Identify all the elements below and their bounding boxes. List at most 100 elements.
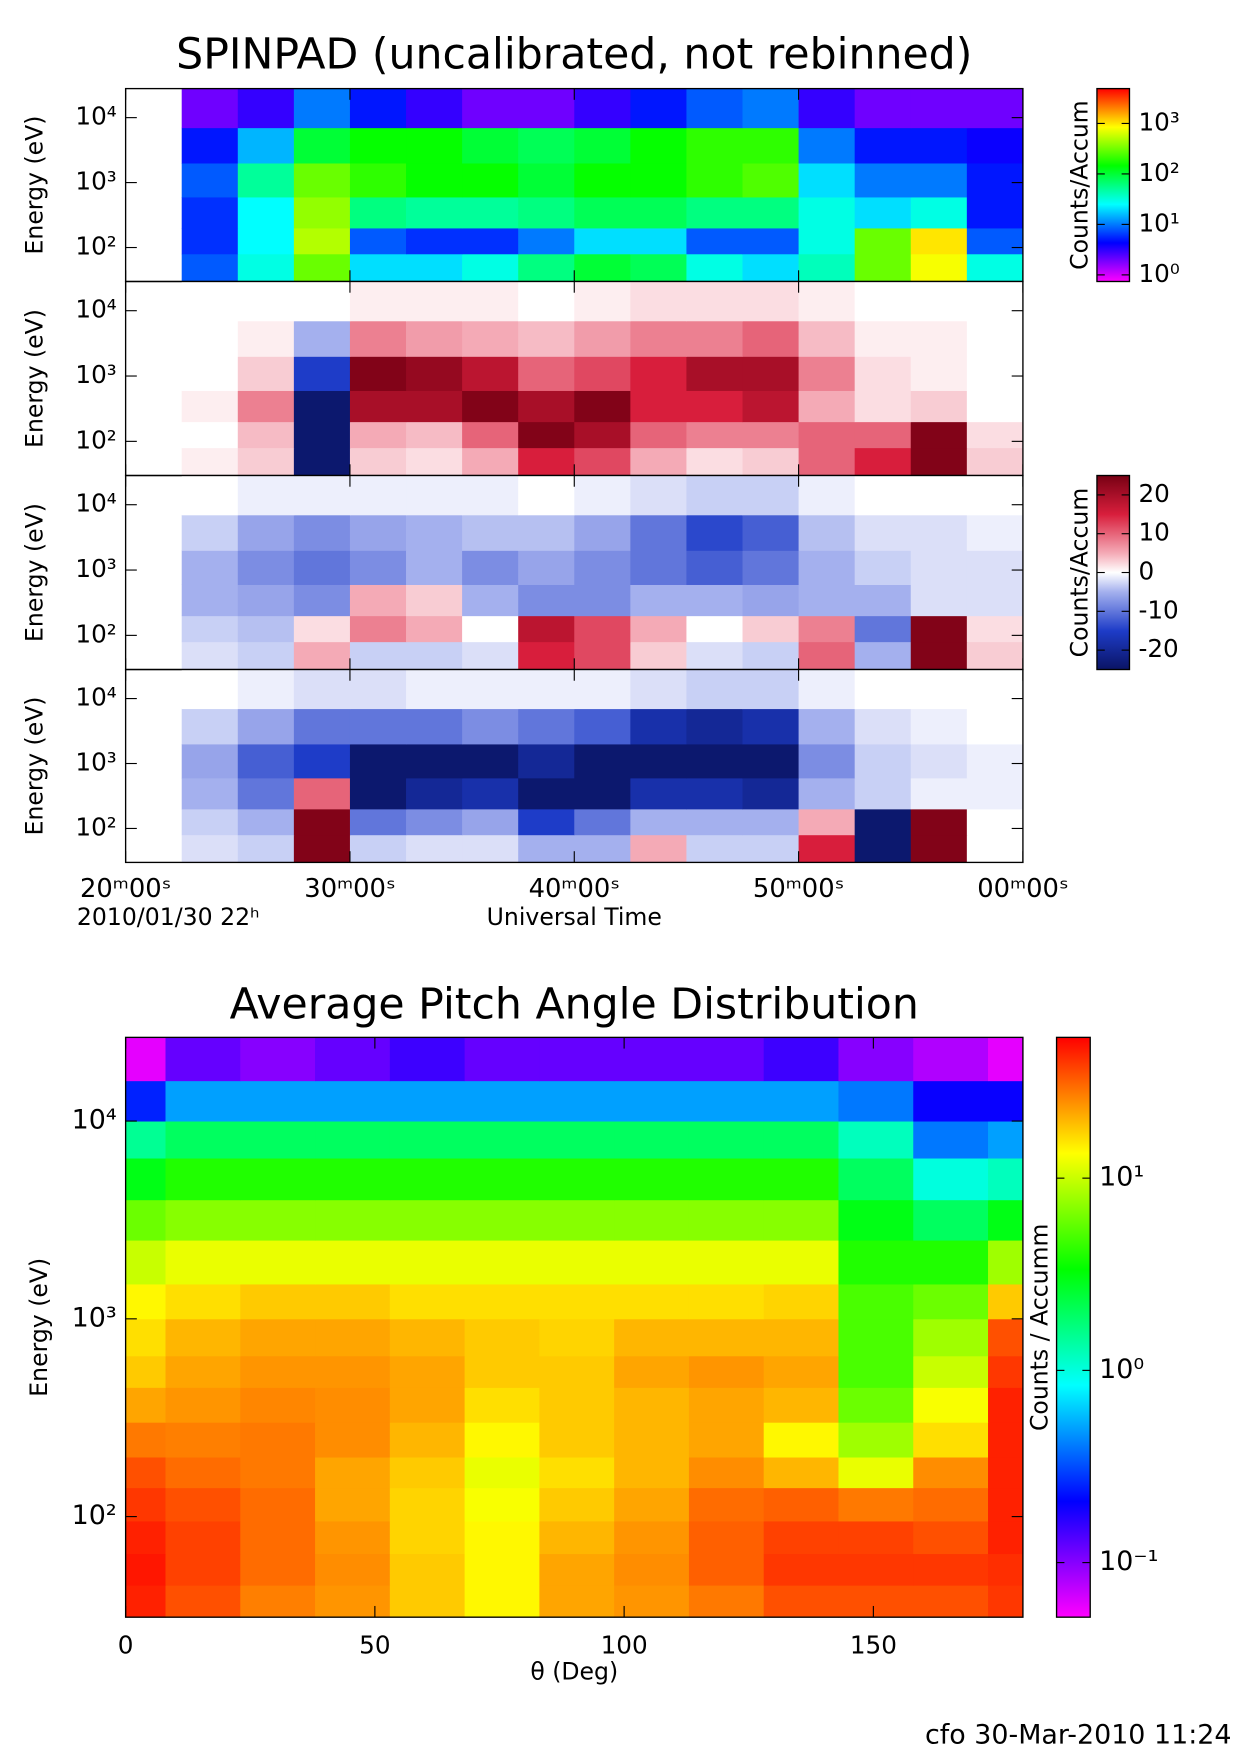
heatmap-cell	[240, 1422, 316, 1458]
heatmap-cell	[462, 514, 519, 551]
colorbar-tick-label: 10³	[1138, 107, 1179, 136]
heatmap-cell	[574, 615, 631, 643]
heatmap-cell	[574, 227, 631, 255]
heatmap-cell	[913, 1240, 989, 1285]
heatmap-cell	[389, 1553, 466, 1586]
heatmap-cell	[630, 708, 687, 745]
heatmap-cell	[742, 163, 800, 198]
heatmap-cell	[462, 641, 519, 670]
heatmap-cell	[349, 253, 407, 282]
heatmap-cell	[742, 196, 800, 229]
heatmap-cell	[574, 669, 631, 710]
heatmap-cell	[854, 669, 912, 710]
heatmap-cell	[742, 253, 800, 282]
heatmap-cell	[688, 1487, 765, 1522]
heatmap-cell	[406, 320, 463, 357]
heatmap-cell	[686, 320, 743, 357]
heatmap-cell	[686, 281, 743, 322]
heatmap-cell	[125, 1553, 166, 1586]
heatmap-cell	[181, 196, 239, 229]
heatmap-cell	[293, 447, 351, 476]
heatmap-cell	[763, 1487, 839, 1522]
heatmap-cell	[464, 1553, 540, 1586]
heatmap-cell	[293, 475, 351, 516]
heatmap-cell	[181, 390, 239, 423]
heatmap-cell	[763, 1199, 839, 1241]
heatmap-cell	[293, 320, 351, 357]
heatmap-cell	[518, 196, 575, 229]
heatmap-cell	[763, 1422, 839, 1458]
heatmap-cell	[686, 834, 743, 863]
x-tick-label: 30ᵐ00ˢ	[304, 874, 395, 904]
heatmap-cell	[165, 1520, 241, 1555]
heatmap-cell	[910, 281, 968, 322]
heatmap-cell	[763, 1158, 839, 1201]
heatmap-cell	[742, 584, 800, 617]
heatmap-cell	[688, 1037, 765, 1082]
heatmap-cell	[518, 514, 575, 551]
heatmap-cell	[406, 253, 463, 282]
heatmap-cell	[742, 127, 800, 164]
x-tick-label: 50ᵐ00ˢ	[753, 874, 844, 904]
heatmap-cell	[854, 584, 912, 617]
heatmap-cell	[181, 281, 239, 322]
heatmap-cell	[686, 808, 743, 836]
heatmap-cell	[913, 1553, 989, 1586]
heatmap-cell	[125, 1080, 166, 1122]
heatmap-cell	[988, 1199, 1024, 1241]
heatmap-cell	[406, 356, 463, 391]
heatmap-cell	[293, 584, 351, 617]
heatmap-cell	[539, 1199, 615, 1241]
heatmap-cell	[988, 1080, 1024, 1122]
heatmap-cell	[688, 1457, 765, 1489]
heatmap-cell	[614, 1080, 690, 1122]
heatmap-cell	[237, 777, 295, 810]
heatmap-cell	[181, 641, 239, 670]
heatmap-cell	[165, 1199, 241, 1241]
heatmap-cell	[910, 356, 968, 391]
heatmap-cell	[742, 475, 800, 516]
heatmap-cell	[406, 808, 463, 836]
heatmap-cell	[165, 1158, 241, 1201]
heatmap-cell	[742, 743, 800, 779]
heatmap-cell	[181, 808, 239, 836]
heatmap-cell	[181, 127, 239, 164]
heatmap-cell	[462, 550, 519, 585]
heatmap-cell	[688, 1355, 765, 1388]
heatmap-cell	[293, 390, 351, 423]
heatmap-cell	[966, 163, 1024, 198]
heatmap-cell	[574, 550, 631, 585]
heatmap-cell	[966, 390, 1024, 423]
heatmap-cell	[237, 163, 295, 198]
heatmap-cell	[389, 1158, 466, 1201]
heatmap-cell	[854, 421, 912, 449]
heatmap-cell	[742, 356, 800, 391]
heatmap-cell	[389, 1284, 466, 1320]
y-tick-label: 10⁴	[75, 683, 116, 712]
heatmap-cell	[237, 421, 295, 449]
heatmap-cell	[988, 1318, 1024, 1357]
heatmap-cell	[464, 1037, 540, 1082]
heatmap-cell	[293, 669, 351, 710]
heatmap-cell	[181, 447, 239, 476]
heatmap-cell	[539, 1037, 615, 1082]
colorbar-label: Counts / Accumm	[1025, 1224, 1053, 1431]
heatmap-cell	[763, 1520, 839, 1555]
heatmap-cell	[237, 514, 295, 551]
heatmap-cell	[389, 1355, 466, 1388]
heatmap-cell	[798, 777, 856, 810]
heatmap-cell	[630, 227, 687, 255]
heatmap-cell	[518, 356, 575, 391]
heatmap-cell	[349, 514, 407, 551]
heatmap-cell	[574, 390, 631, 423]
heatmap-cell	[464, 1240, 540, 1285]
heatmap-cell	[763, 1553, 839, 1586]
heatmap-cell	[854, 777, 912, 810]
heatmap-cell	[910, 447, 968, 476]
heatmap-cell	[237, 743, 295, 779]
heatmap-cell	[240, 1585, 316, 1618]
heatmap-cell	[389, 1422, 466, 1458]
heatmap-cell	[464, 1318, 540, 1357]
heatmap-cell	[165, 1487, 241, 1522]
heatmap-cell	[389, 1487, 466, 1522]
